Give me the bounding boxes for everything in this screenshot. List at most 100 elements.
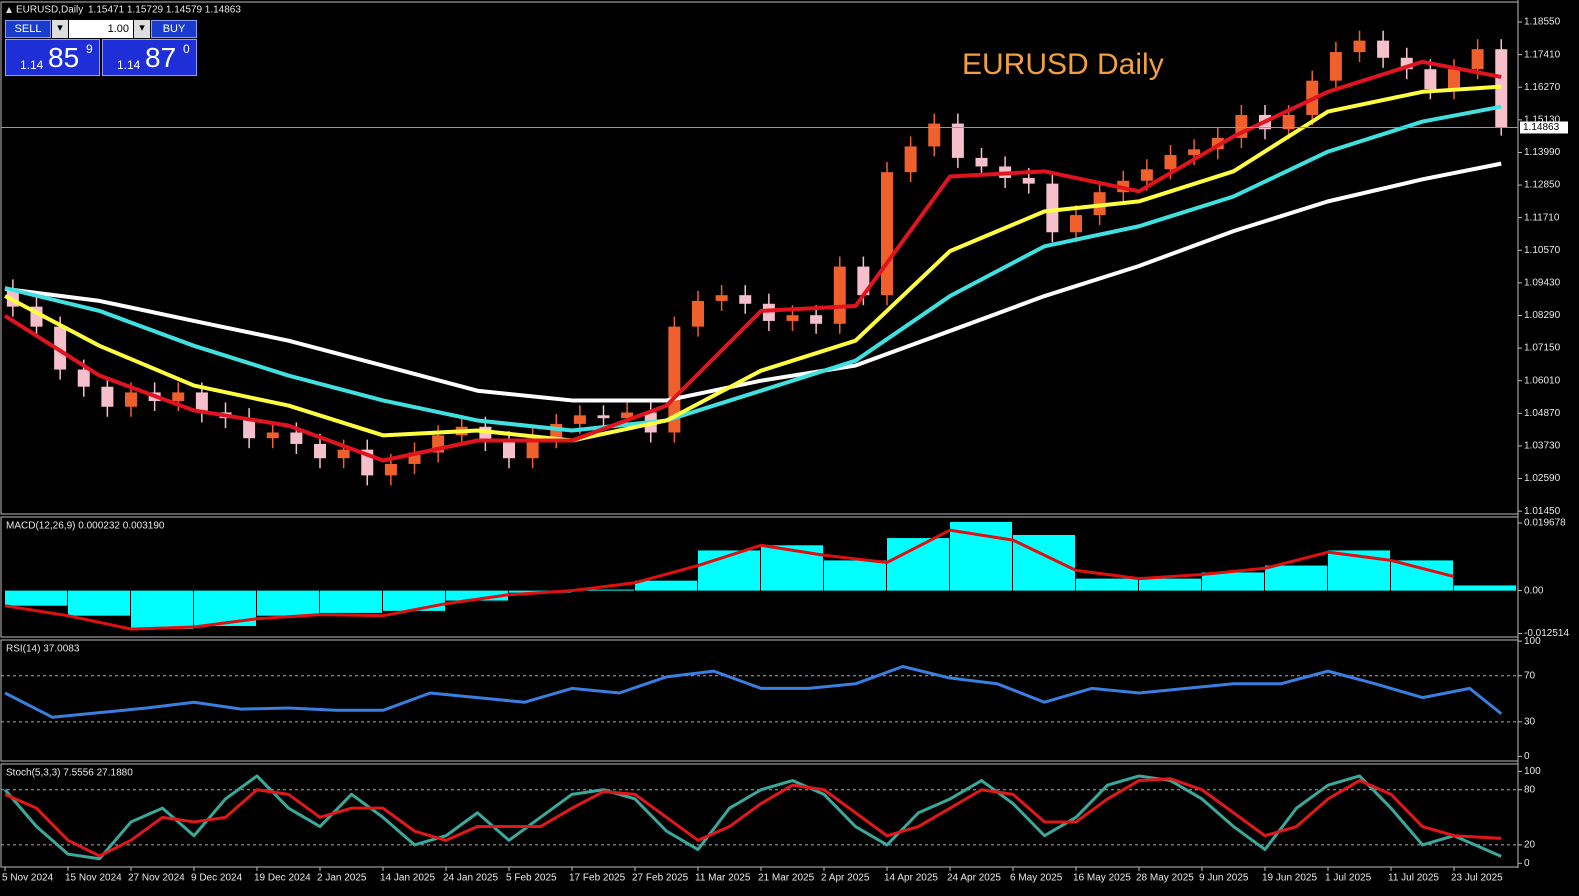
candle-body: [1329, 52, 1342, 81]
bid-pips: 85: [48, 42, 80, 73]
lot-input[interactable]: 1.00: [69, 20, 133, 38]
candle-body: [1424, 69, 1437, 90]
candle-body: [786, 315, 799, 321]
candle-body: [904, 146, 917, 173]
sell-button[interactable]: SELL: [5, 20, 51, 38]
pane-frame: [0, 516, 1519, 638]
x-tick-label: 16 May 2025: [1073, 873, 1131, 884]
candle-body: [810, 315, 823, 324]
candle-body: [125, 392, 137, 407]
candle-body: [408, 452, 421, 464]
candle-body: [715, 295, 728, 301]
y-tick-label: 0: [1524, 858, 1530, 869]
x-tick-label: 6 May 2025: [1010, 873, 1063, 884]
ask-quote[interactable]: 1.14 87 0: [102, 39, 197, 76]
y-tick-label: 0.019678: [1524, 518, 1566, 529]
candle-body: [668, 326, 681, 433]
y-tick-label: 1.02590: [1524, 473, 1561, 484]
x-tick-label: 19 Dec 2024: [254, 873, 311, 884]
macd-bar: [131, 590, 193, 630]
x-tick-label: 27 Feb 2025: [632, 873, 689, 884]
candle-body: [1164, 155, 1177, 170]
y-tick-label: -0.012514: [1524, 628, 1569, 639]
y-tick-label: 1.04870: [1524, 408, 1561, 419]
candle-body: [1282, 114, 1295, 130]
x-tick-label: 15 Nov 2024: [65, 873, 122, 884]
macd-bar: [761, 545, 823, 591]
macd-bar: [257, 590, 319, 616]
indicator-line: [3, 774, 1502, 861]
lot-up[interactable]: ▾: [134, 20, 150, 38]
ask-big: 1.14: [117, 58, 141, 72]
candle-body: [101, 386, 114, 407]
candle-body: [172, 392, 185, 402]
y-tick-label: 1.06010: [1524, 375, 1561, 386]
buy-button[interactable]: BUY: [151, 20, 197, 38]
collapse-icon: [6, 7, 12, 13]
one-click-panel: SELL ▾ 1.00 ▾ BUY 1.14 85 9 1.14 87 0: [5, 20, 197, 76]
macd-bar: [824, 560, 886, 591]
candle-body: [1070, 215, 1082, 233]
x-tick-label: 2 Jan 2025: [317, 873, 367, 884]
y-tick-label: 0.00: [1524, 585, 1544, 596]
candle-body: [503, 441, 515, 459]
x-tick-label: 5 Feb 2025: [506, 873, 557, 884]
x-tick-label: 11 Jul 2025: [1388, 873, 1439, 884]
macd-bar: [572, 589, 634, 591]
macd-bar: [5, 590, 67, 606]
y-tick-label: 1.17410: [1524, 49, 1561, 60]
candle-body: [1400, 57, 1413, 70]
pane-header: MACD(12,26,9) 0.000232 0.003190: [6, 521, 165, 532]
candle-body: [1448, 69, 1460, 90]
candle-body: [1046, 183, 1059, 233]
y-tick-label: 20: [1524, 840, 1536, 851]
candle-body: [1377, 40, 1390, 58]
macd-bar: [446, 590, 508, 601]
candle-body: [1140, 169, 1153, 181]
y-tick-label: 1.15130: [1524, 114, 1561, 125]
macd-bar: [1391, 560, 1453, 591]
x-tick-label: 9 Jun 2025: [1199, 873, 1249, 884]
ask-point: 0: [183, 42, 190, 56]
y-tick-label: 1.08290: [1524, 310, 1561, 321]
candle-body: [833, 266, 846, 324]
candle-body: [195, 392, 208, 413]
y-tick-label: 1.12850: [1524, 180, 1561, 191]
candle-body: [597, 415, 610, 419]
y-tick-label: 1.11710: [1524, 212, 1560, 223]
macd-bar: [1076, 578, 1138, 591]
y-tick-label: 1.07150: [1524, 343, 1561, 354]
ask-pips: 87: [145, 42, 177, 73]
indicator-line: [4, 528, 1455, 631]
y-tick-label: 1.09430: [1524, 278, 1561, 289]
indicator-line: [4, 104, 1502, 433]
chart-title: EURUSD Daily: [962, 48, 1164, 81]
x-tick-label: 23 Jul 2025: [1451, 873, 1503, 884]
indicator-line: [4, 84, 1502, 443]
pane-header: Stoch(5,3,3) 7.5556 27.1880: [6, 768, 133, 779]
x-tick-label: 24 Apr 2025: [947, 873, 1001, 884]
macd-bar: [1265, 565, 1327, 591]
lot-down[interactable]: ▾: [52, 20, 68, 38]
pane-header: RSI(14) 37.0083: [6, 644, 80, 655]
quote-header: 1.15471 1.15729 1.14579 1.14863: [88, 5, 241, 16]
indicator-line: [4, 161, 1502, 403]
x-tick-label: 11 Mar 2025: [695, 873, 751, 884]
candle-body: [337, 449, 350, 459]
macd-bar: [1202, 572, 1264, 591]
macd-bar: [635, 580, 697, 591]
candle-body: [1471, 49, 1484, 70]
indicator-line: [4, 777, 1502, 858]
x-tick-label: 5 Nov 2024: [2, 873, 54, 884]
bid-quote[interactable]: 1.14 85 9: [5, 39, 100, 76]
candle-body: [1188, 149, 1201, 156]
candle-body: [692, 300, 704, 327]
x-tick-label: 17 Feb 2025: [569, 873, 626, 884]
candle-body: [384, 463, 397, 476]
candle-body: [314, 443, 326, 459]
x-tick-label: 21 Mar 2025: [758, 873, 815, 884]
macd-bar: [1454, 585, 1516, 591]
candle-body: [739, 295, 752, 304]
macd-bar: [68, 590, 130, 616]
